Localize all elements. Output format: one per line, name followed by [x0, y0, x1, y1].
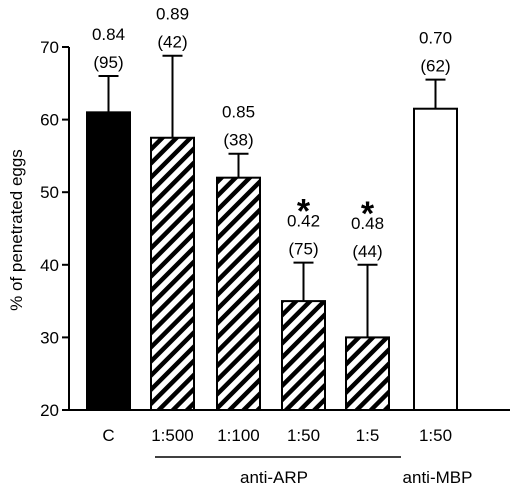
- sample-count-label: (42): [157, 33, 187, 52]
- sample-count-label: (75): [288, 240, 318, 259]
- group-label: anti-ARP: [240, 468, 308, 487]
- sample-count-label: (62): [420, 57, 450, 76]
- sample-count-label: (95): [93, 53, 123, 72]
- bar: [345, 336, 390, 411]
- group-labels: anti-ARP anti-MBP: [155, 456, 473, 487]
- x-tick-label: C: [102, 426, 114, 445]
- bar: [216, 176, 261, 411]
- x-tick-label: 1:100: [217, 426, 260, 445]
- significance-star: *: [361, 195, 375, 233]
- group-label: anti-MBP: [403, 468, 473, 487]
- value-label: 0.84: [92, 25, 125, 44]
- y-tick-label: 30: [40, 328, 59, 347]
- x-tick-labels: C 1:500 1:100 1:50 1:5 1:50: [102, 426, 452, 445]
- x-tick-label: 1:500: [151, 426, 194, 445]
- value-label: 0.70: [419, 29, 452, 48]
- y-tick-label: 60: [40, 111, 59, 130]
- x-tick-label: 1:5: [356, 426, 380, 445]
- bar: [281, 300, 326, 412]
- bar: [150, 136, 195, 411]
- bar-annotations: (95)0.84 (42)0.89(38)0.85(75)0.42*(44)0.4…: [92, 5, 452, 261]
- x-tick-label: 1:50: [419, 426, 452, 445]
- bar: [86, 111, 131, 411]
- y-tick-label: 50: [40, 183, 59, 202]
- y-axis-label: % of penetrated eggs: [7, 149, 26, 311]
- y-tick-label: 70: [40, 38, 59, 57]
- bar: [413, 107, 458, 412]
- y-tick-label: 20: [40, 401, 59, 420]
- significance-star: *: [297, 193, 311, 231]
- sample-count-label: (44): [352, 242, 382, 261]
- bars: [86, 54, 458, 412]
- value-label: 0.85: [222, 103, 255, 122]
- sample-count-label: (38): [223, 131, 253, 150]
- value-label: 0.42: [287, 212, 320, 231]
- axes: 20 30 40 50 60 70: [40, 38, 510, 420]
- y-tick-label: 40: [40, 256, 59, 275]
- value-label: 0.48: [351, 214, 384, 233]
- x-tick-label: 1:50: [287, 426, 320, 445]
- value-label: 0.89: [156, 5, 189, 24]
